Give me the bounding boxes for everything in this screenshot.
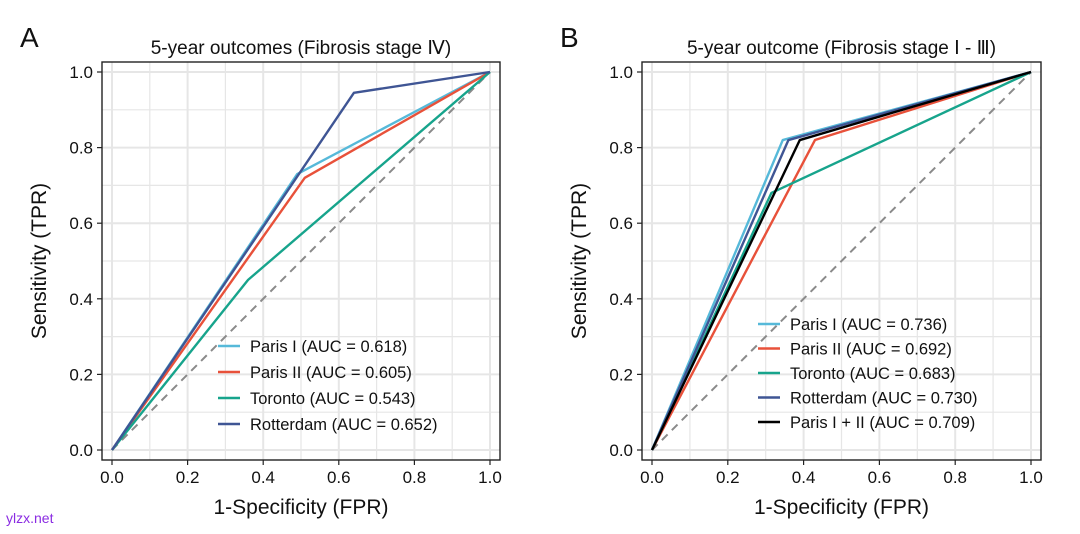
y-tick-label: 0.4 — [69, 290, 93, 309]
y-tick-label: 0.2 — [69, 365, 93, 384]
legend-entry: Rotterdam (AUC = 0.730) — [790, 390, 978, 408]
series-line-paris-ii — [650, 70, 1032, 451]
watermark-text: ylzx.net — [6, 510, 54, 526]
y-tick-label: 0.6 — [69, 214, 93, 233]
chart-title: 5-year outcome (Fibrosis stage Ⅰ - Ⅲ) — [687, 38, 996, 59]
legend: Paris I (AUC = 0.736) Paris II (AUC = 0.6… — [758, 316, 978, 432]
chart-title: 5-year outcomes (Fibrosis stage Ⅳ) — [151, 38, 452, 59]
y-axis-label: Sensitivity (TPR) — [28, 183, 51, 339]
chart-panel-a: 0.0 0.2 0.4 0.6 0.8 1.0 0.0 0.2 0.4 0.6 0.8 1.0 Pari… — [20, 22, 502, 519]
x-tick-label: 0.6 — [327, 468, 351, 487]
legend-entry: Paris I (AUC = 0.736) — [790, 316, 947, 334]
chart-panel-b: 0.0 0.2 0.4 0.6 0.8 1.0 0.0 0.2 0.4 0.6 0.8 1.0 Pari… — [560, 22, 1043, 519]
panel-letter: A — [20, 22, 39, 53]
x-tick-label: 1.0 — [1019, 468, 1043, 487]
x-tick-label: 0.2 — [176, 468, 200, 487]
plot-frame — [101, 61, 501, 461]
y-tick-label: 1.0 — [69, 63, 93, 82]
legend: Paris I (AUC = 0.618) Paris II (AUC = 0.6… — [218, 338, 438, 434]
series-line-paris-i-ii — [650, 70, 1032, 451]
legend-entry: Paris I + II (AUC = 0.709) — [790, 414, 975, 432]
y-tick-label: 0.4 — [609, 290, 633, 309]
y-tick-label: 1.0 — [609, 63, 633, 82]
x-tick-label: 0.6 — [868, 468, 892, 487]
x-tick-label: 0.0 — [640, 468, 664, 487]
y-axis-label: Sensitivity (TPR) — [568, 183, 591, 339]
plot-frame — [641, 61, 1042, 461]
series-line-toronto — [111, 71, 491, 451]
x-tick-label: 0.4 — [792, 468, 816, 487]
x-tick-label: 0.0 — [100, 468, 124, 487]
x-tick-label: 0.8 — [943, 468, 967, 487]
x-axis-label: 1-Specificity (FPR) — [754, 496, 929, 519]
diagonal-reference-line — [651, 71, 1032, 451]
legend-entry: Toronto (AUC = 0.683) — [790, 365, 956, 383]
legend-entry: Toronto (AUC = 0.543) — [250, 390, 416, 408]
series-line-rotterdam — [111, 70, 491, 451]
legend-entry: Rotterdam (AUC = 0.652) — [250, 416, 438, 434]
x-tick-label: 0.4 — [251, 468, 275, 487]
diagonal-reference-line — [111, 71, 491, 451]
x-tick-label: 0.8 — [403, 468, 427, 487]
y-tick-label: 0.2 — [609, 365, 633, 384]
x-tick-label: 1.0 — [478, 468, 502, 487]
legend-entry: Paris II (AUC = 0.605) — [250, 364, 412, 382]
series-line-paris-ii — [111, 70, 491, 451]
panel-letter: B — [560, 22, 579, 53]
legend-entry: Paris II (AUC = 0.692) — [790, 341, 952, 359]
y-tick-label: 0.0 — [69, 441, 93, 460]
legend-entry: Paris I (AUC = 0.618) — [250, 338, 407, 356]
y-tick-label: 0.6 — [609, 214, 633, 233]
x-axis-label: 1-Specificity (FPR) — [213, 496, 388, 519]
y-tick-label: 0.8 — [69, 139, 93, 158]
x-tick-label: 0.2 — [716, 468, 740, 487]
y-tick-label: 0.8 — [609, 139, 633, 158]
y-tick-label: 0.0 — [609, 441, 633, 460]
